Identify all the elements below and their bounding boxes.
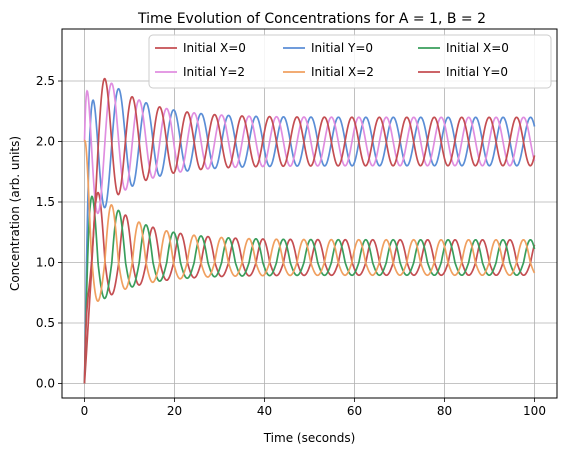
y-tick-label: 2.5 <box>36 74 55 88</box>
series-line-3 <box>83 195 536 384</box>
legend-label: Initial X=0 <box>446 41 509 55</box>
y-axis-label: Concentration (arb. units) <box>8 136 22 291</box>
y-tick-label: 2.0 <box>36 135 55 149</box>
x-tick-label: 40 <box>257 404 272 418</box>
legend-label: Initial Y=0 <box>446 65 508 79</box>
x-tick-label: 0 <box>81 404 89 418</box>
chart-title: Time Evolution of Concentrations for A =… <box>137 11 486 27</box>
y-tick-label: 0.0 <box>36 376 55 390</box>
series-lines <box>83 77 536 384</box>
y-tick-label: 0.5 <box>36 316 55 330</box>
x-axis-label: Time (seconds) <box>263 431 356 445</box>
y-tick-label: 1.0 <box>36 255 55 269</box>
x-tick-label: 60 <box>347 404 362 418</box>
x-tick-label: 20 <box>167 404 182 418</box>
legend-label: Initial Y=2 <box>183 65 245 79</box>
plot-frame <box>61 28 558 399</box>
legend-box <box>148 34 552 89</box>
series-line-5 <box>83 139 536 302</box>
series-line-2 <box>83 87 536 384</box>
legend: Initial X=0 Initial Y=0 Initial X=0 Initial… <box>148 34 552 89</box>
x-tick-label: 80 <box>437 404 452 418</box>
grid-lines <box>62 29 557 398</box>
legend-label: Initial X=2 <box>311 65 374 79</box>
x-tick-label: 100 <box>523 404 546 418</box>
legend-label: Initial X=0 <box>183 41 246 55</box>
series-line-4 <box>83 82 536 215</box>
legend-label: Initial Y=0 <box>311 41 373 55</box>
series-line-6 <box>83 77 536 384</box>
y-tick-label: 1.5 <box>36 195 55 209</box>
axis-ticks: 0 20 40 60 80 100 0.0 0.5 1.0 1.5 2.0 2.5 <box>36 74 546 418</box>
